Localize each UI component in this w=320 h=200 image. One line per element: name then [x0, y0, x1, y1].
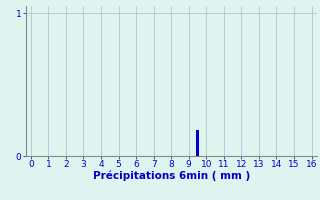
X-axis label: Précipitations 6min ( mm ): Précipitations 6min ( mm ) — [92, 171, 250, 181]
Bar — [196, 130, 199, 156]
